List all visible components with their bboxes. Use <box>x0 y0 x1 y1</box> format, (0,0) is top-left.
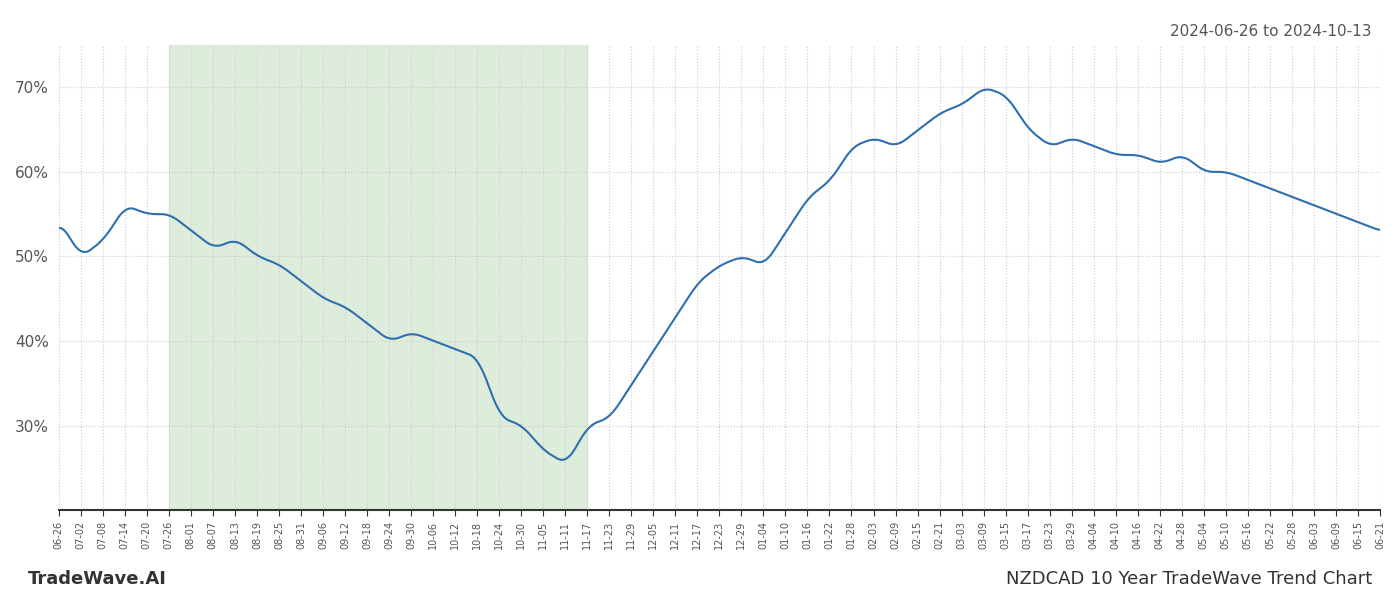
Text: TradeWave.AI: TradeWave.AI <box>28 570 167 588</box>
Text: NZDCAD 10 Year TradeWave Trend Chart: NZDCAD 10 Year TradeWave Trend Chart <box>1005 570 1372 588</box>
Text: 2024-06-26 to 2024-10-13: 2024-06-26 to 2024-10-13 <box>1170 24 1372 39</box>
Bar <box>169 45 587 510</box>
